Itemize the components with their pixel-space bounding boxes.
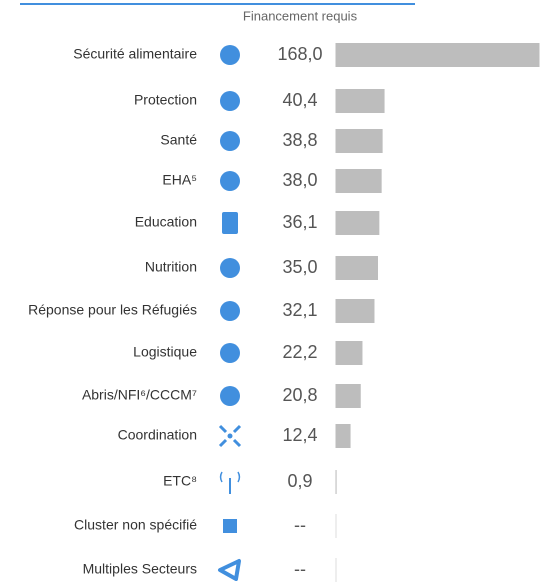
icon — [227, 433, 233, 439]
value-label: 12,4 — [282, 425, 317, 445]
category-label: Santé — [160, 132, 197, 148]
bar — [335, 256, 378, 280]
category-label: Education — [135, 214, 197, 230]
bar — [335, 89, 385, 113]
value-label: 32,1 — [282, 300, 317, 320]
value-label: 20,8 — [282, 385, 317, 405]
icon — [220, 258, 240, 278]
column-header: Financement requis — [243, 8, 358, 23]
value-label: 38,8 — [282, 130, 317, 150]
icon — [220, 45, 240, 65]
bar — [335, 169, 382, 193]
value-label: 22,2 — [282, 342, 317, 362]
bar — [335, 341, 363, 365]
bar — [335, 43, 540, 67]
value-label: 35,0 — [282, 257, 317, 277]
category-label: Cluster non spécifié — [74, 517, 197, 533]
category-label: EHA⁵ — [162, 172, 197, 188]
value-label: 40,4 — [282, 90, 317, 110]
value-label: -- — [294, 515, 306, 535]
bar — [335, 129, 383, 153]
icon — [219, 471, 241, 483]
bar — [335, 470, 337, 494]
icon — [220, 171, 240, 191]
bar — [335, 299, 375, 323]
category-label: Logistique — [133, 344, 197, 360]
icon — [223, 519, 237, 533]
value-label: 0,9 — [287, 471, 312, 491]
value-label: 38,0 — [282, 170, 317, 190]
value-label: 36,1 — [282, 212, 317, 232]
icon — [220, 91, 240, 111]
icon — [222, 212, 238, 234]
bar — [335, 424, 351, 448]
category-label: Nutrition — [145, 259, 197, 275]
icon — [218, 424, 242, 448]
category-label: ETC⁸ — [163, 473, 197, 489]
value-label: -- — [294, 559, 306, 579]
bar — [335, 211, 380, 235]
category-label: Protection — [134, 92, 197, 108]
icon — [220, 386, 240, 406]
category-label: Sécurité alimentaire — [73, 46, 197, 62]
category-label: Multiples Secteurs — [83, 561, 197, 577]
icon — [220, 131, 240, 151]
bar — [335, 384, 361, 408]
icon — [218, 559, 241, 581]
category-label: Abris/NFI⁶/CCCM⁷ — [82, 387, 197, 403]
icon — [220, 343, 240, 363]
category-label: Coordination — [118, 427, 197, 443]
value-label: 168,0 — [277, 44, 322, 64]
icon — [220, 301, 240, 321]
category-label: Réponse pour les Réfugiés — [28, 302, 197, 318]
